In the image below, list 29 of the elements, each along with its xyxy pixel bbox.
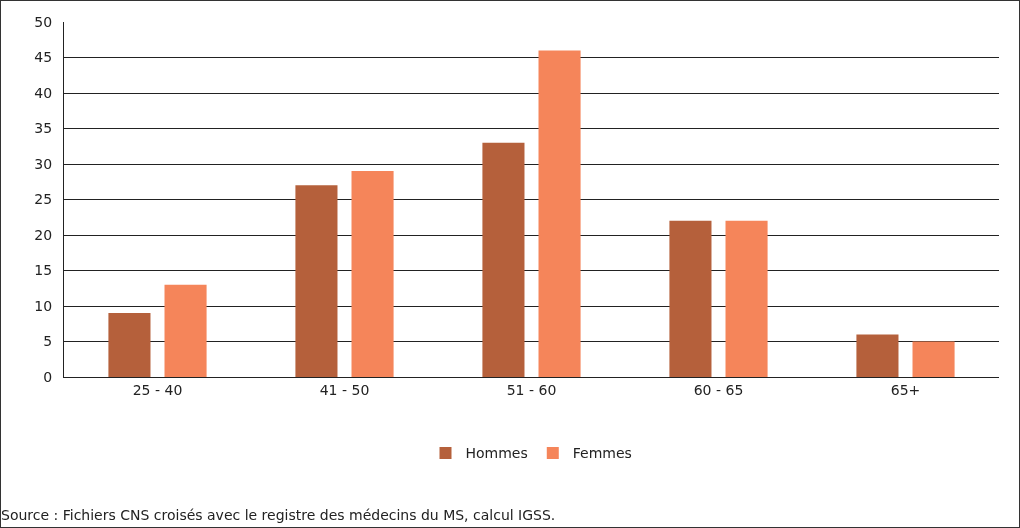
bar — [164, 284, 207, 377]
y-tick-label: 30 — [34, 155, 53, 172]
bar — [912, 341, 955, 377]
x-tick-label: 41 - 50 — [319, 381, 370, 398]
bar — [538, 50, 581, 377]
y-tick-label: 15 — [34, 262, 53, 279]
x-tick-label: 65+ — [890, 381, 921, 398]
bar — [351, 171, 394, 377]
x-tick-label: 60 - 65 — [693, 381, 744, 398]
y-tick-label: 50 — [34, 13, 53, 30]
bar — [108, 313, 151, 377]
source-note: Source : Fichiers CNS croisés avec le registre des médecins du MS, calcul IGSS. — [1, 507, 556, 523]
legend-label: Hommes — [465, 445, 528, 462]
y-tick-label: 40 — [34, 84, 53, 101]
y-tick-label: 35 — [34, 120, 53, 137]
y-tick-label: 10 — [34, 297, 53, 314]
bar — [856, 334, 899, 377]
x-tick-label: 25 - 40 — [132, 381, 183, 398]
legend-label: Femmes — [572, 445, 632, 462]
bar — [295, 185, 338, 377]
y-tick-label: 25 — [34, 191, 53, 208]
bar — [482, 142, 525, 377]
y-tick-label: 0 — [43, 368, 53, 385]
y-tick-label: 5 — [43, 333, 53, 350]
x-tick-label: 51 - 60 — [506, 381, 557, 398]
bar — [725, 220, 768, 377]
bar — [669, 220, 712, 377]
y-tick-label: 20 — [34, 226, 53, 243]
y-tick-label: 45 — [34, 49, 53, 66]
